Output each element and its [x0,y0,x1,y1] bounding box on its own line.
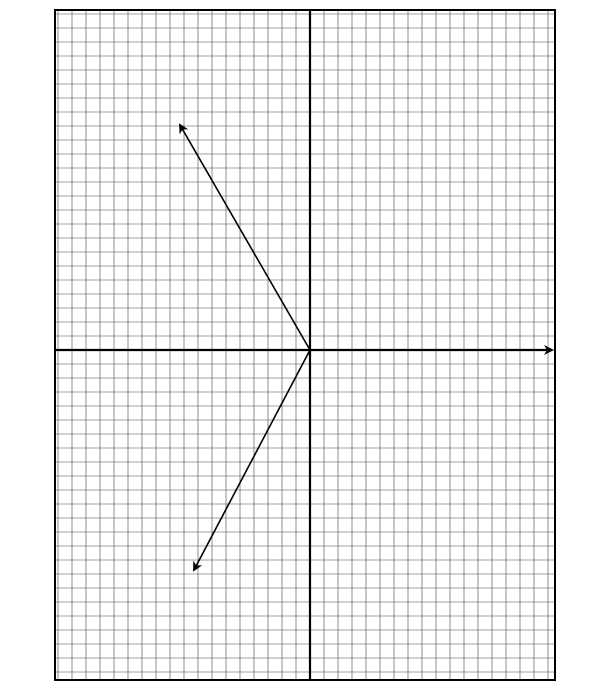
vector-grid-svg [0,0,591,700]
diagram-container [0,0,591,700]
